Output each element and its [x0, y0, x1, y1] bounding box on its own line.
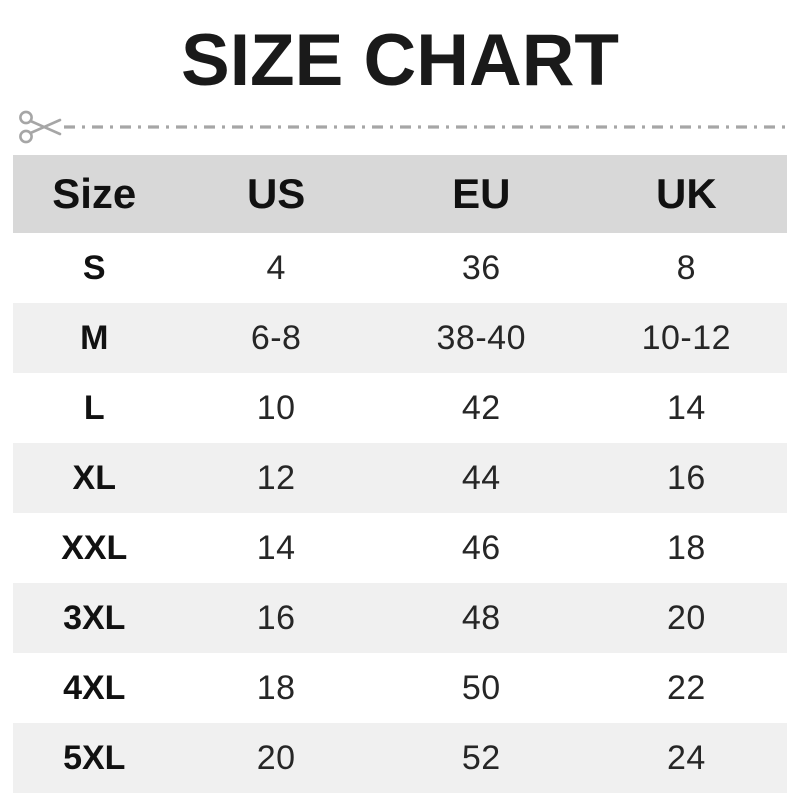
us-value: 6-8 — [250, 319, 302, 357]
header-cell-eu: EU — [452, 170, 511, 217]
size-label: M — [80, 319, 109, 357]
uk-value: 18 — [666, 529, 706, 567]
uk-value: 8 — [676, 249, 697, 287]
eu-value: 48 — [461, 599, 501, 637]
table-row-m: M 6-8 38-40 10-12 — [13, 303, 787, 373]
size-label: 5XL — [63, 739, 126, 777]
size-table: Size US EU UK S 4 36 8 M 6-8 38-40 10-12… — [13, 155, 787, 793]
uk-value: 22 — [666, 669, 706, 707]
us-value: 12 — [256, 459, 296, 497]
table-row-xxl: XXL 14 46 18 — [13, 513, 787, 583]
eu-value: 52 — [461, 739, 501, 777]
eu-value: 46 — [461, 529, 501, 567]
cut-line — [18, 105, 786, 149]
table-row-4xl: 4XL 18 50 22 — [13, 653, 787, 723]
dashed-cut-line — [64, 125, 786, 129]
size-label: S — [82, 249, 106, 287]
us-value: 14 — [256, 529, 296, 567]
table-header-row: Size US EU UK — [13, 155, 787, 233]
uk-value: 14 — [666, 389, 706, 427]
table-row-s: S 4 36 8 — [13, 233, 787, 303]
scissors-icon — [18, 107, 64, 147]
table-row-l: L 10 42 14 — [13, 373, 787, 443]
table-row-5xl: 5XL 20 52 24 — [13, 723, 787, 793]
uk-value: 16 — [666, 459, 706, 497]
uk-value: 20 — [666, 599, 706, 637]
size-label: 3XL — [63, 599, 126, 637]
size-label: XXL — [61, 529, 128, 567]
eu-value: 42 — [461, 389, 501, 427]
us-value: 16 — [256, 599, 296, 637]
eu-value: 36 — [461, 249, 501, 287]
table-row-3xl: 3XL 16 48 20 — [13, 583, 787, 653]
header-cell-uk: UK — [656, 170, 717, 217]
us-value: 20 — [256, 739, 296, 777]
header-cell-size: Size — [52, 170, 137, 217]
page-title: SIZE CHART — [181, 20, 619, 101]
uk-value: 10-12 — [641, 319, 732, 357]
us-value: 10 — [256, 389, 296, 427]
uk-value: 24 — [666, 739, 706, 777]
eu-value: 44 — [461, 459, 501, 497]
size-label: L — [83, 389, 105, 427]
eu-value: 50 — [461, 669, 501, 707]
table-row-xl: XL 12 44 16 — [13, 443, 787, 513]
eu-value: 38-40 — [436, 319, 526, 357]
size-label: 4XL — [63, 669, 126, 707]
us-value: 18 — [256, 669, 296, 707]
header-cell-us: US — [246, 170, 306, 217]
us-value: 4 — [266, 249, 286, 287]
size-label: XL — [72, 459, 116, 497]
